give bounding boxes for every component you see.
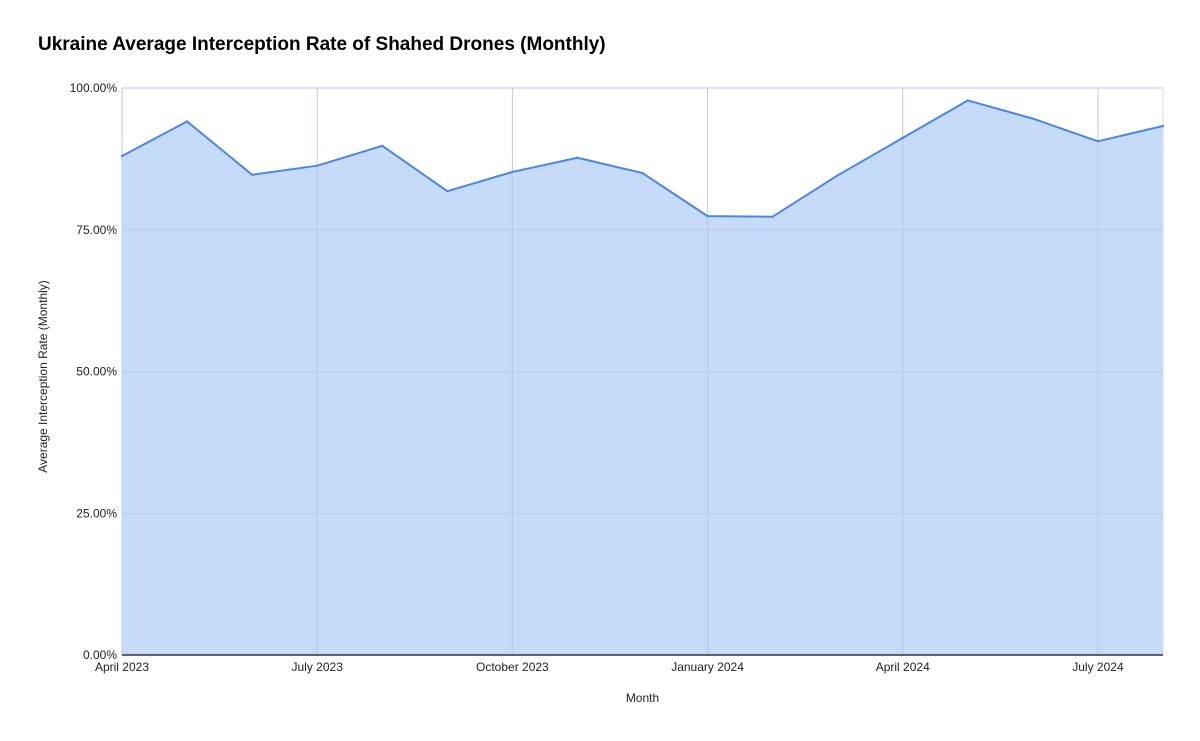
data-point	[901, 136, 904, 140]
data-point	[576, 156, 579, 159]
data-point	[315, 164, 319, 167]
data-point	[836, 174, 839, 177]
data-point	[1031, 117, 1035, 120]
y-tick-label: 25.00%	[76, 506, 117, 520]
chart-title: Ukraine Average Interception Rate of Sha…	[38, 34, 606, 55]
data-point	[511, 170, 514, 174]
data-point	[1161, 124, 1165, 128]
y-tick-label: 50.00%	[76, 365, 117, 379]
x-tick-label: April 2023	[95, 660, 149, 674]
x-tick-label: January 2024	[671, 660, 744, 674]
data-point	[381, 144, 384, 148]
data-point	[966, 99, 970, 102]
x-axis-ticks: April 2023 July 2023 October 2023 January 2…	[95, 660, 1124, 674]
x-tick-label: October 2023	[476, 660, 549, 674]
data-point	[706, 214, 709, 218]
vertical-grid-lines	[121, 87, 1164, 655]
data-point	[641, 171, 644, 175]
x-tick-label: July 2023	[292, 660, 344, 674]
y-axis-title: Average Interception Rate (Monthly)	[36, 280, 50, 473]
data-point	[185, 120, 189, 123]
y-tick-label: 75.00%	[76, 223, 117, 237]
y-axis-ticks: 0.00% 25.00% 50.00% 75.00% 100.00%	[70, 81, 118, 662]
data-point	[120, 154, 124, 158]
area-fill	[122, 100, 1163, 655]
x-axis-title: Month	[626, 691, 659, 705]
data-point	[446, 189, 449, 193]
data-point	[771, 215, 774, 218]
data-points	[120, 99, 1165, 218]
y-tick-label: 100.00%	[70, 81, 118, 95]
data-point	[250, 173, 254, 176]
y-tick-label: 0.00%	[83, 648, 117, 662]
data-point	[1096, 140, 1100, 143]
x-tick-label: July 2024	[1072, 660, 1124, 674]
x-tick-label: April 2024	[876, 660, 930, 674]
